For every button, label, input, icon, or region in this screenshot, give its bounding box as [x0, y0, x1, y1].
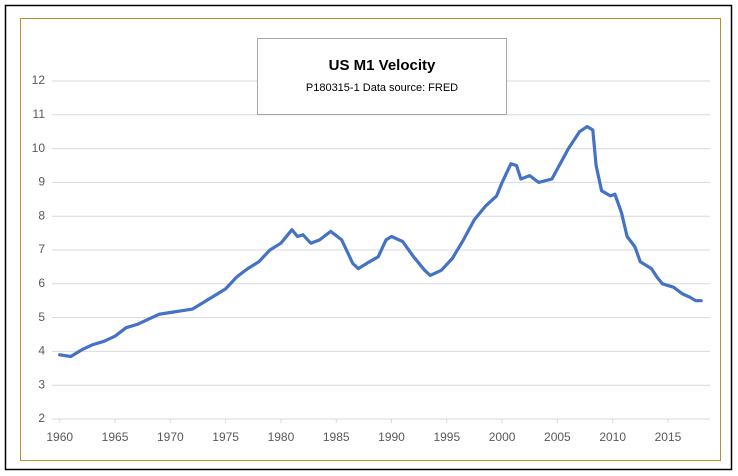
x-tick-label: 1965: [102, 430, 129, 444]
x-tick-label: 1980: [268, 430, 295, 444]
y-tick-label: 10: [32, 141, 46, 155]
y-tick-label: 12: [32, 73, 46, 87]
y-tick-label: 4: [38, 344, 45, 358]
x-tick-label: 2015: [655, 430, 682, 444]
y-tick-label: 9: [38, 175, 45, 189]
x-tick-label: 2005: [544, 430, 571, 444]
y-tick-label: 2: [38, 411, 45, 425]
x-tick-label: 1960: [46, 430, 73, 444]
x-tick-label: 1985: [323, 430, 350, 444]
x-tick-label: 2010: [599, 430, 626, 444]
y-tick-label: 6: [38, 276, 45, 290]
chart-subtitle: P180315-1 Data source: FRED: [306, 82, 458, 94]
y-tick-label: 3: [38, 377, 45, 391]
chart-title: US M1 Velocity: [329, 57, 436, 74]
y-tick-label: 8: [38, 208, 45, 222]
x-tick-label: 1990: [378, 430, 405, 444]
y-tick-label: 11: [33, 107, 46, 121]
x-tick-label: 1970: [157, 430, 184, 444]
x-tick-label: 1995: [433, 430, 460, 444]
title-box: [257, 38, 507, 115]
data-line: [58, 125, 703, 359]
x-tick-label: 2000: [489, 430, 516, 444]
y-tick-label: 5: [38, 310, 45, 324]
x-tick-label: 1975: [212, 430, 239, 444]
y-tick-label: 7: [38, 242, 45, 256]
